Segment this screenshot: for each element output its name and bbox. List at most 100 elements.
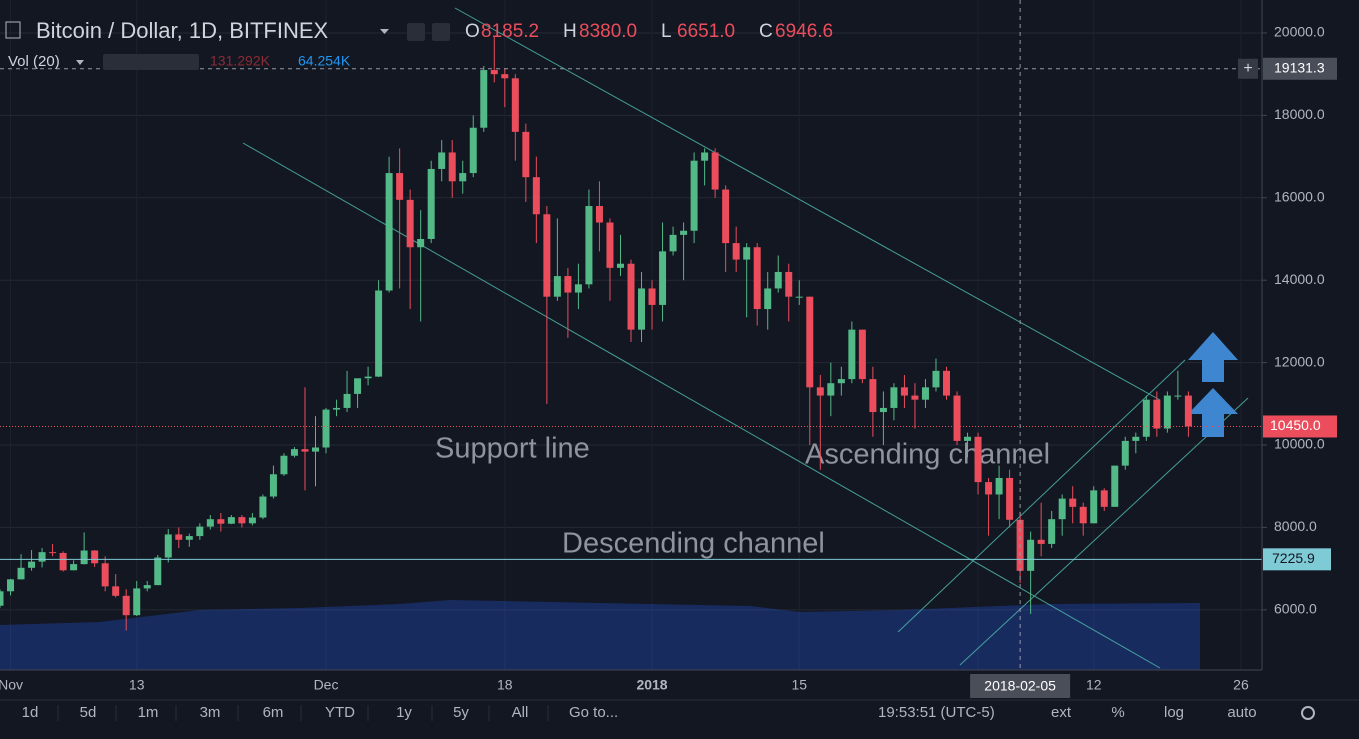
candle-body [385, 173, 393, 291]
range-button[interactable]: YTD [325, 704, 355, 721]
candle-body [732, 243, 740, 260]
candle-body [375, 290, 383, 377]
trend-lines [242, 7, 1249, 669]
candle-body [49, 552, 57, 554]
candle-body [511, 78, 519, 132]
crosshair-plus[interactable] [1238, 58, 1258, 79]
price-tag-label: 10450.0 [1270, 417, 1321, 433]
range-button[interactable]: 1y [396, 704, 412, 721]
volume-ma-value: 64.254K [298, 53, 351, 69]
candles [0, 37, 1192, 631]
candle-body [648, 288, 656, 305]
x-tick-label: 13 [129, 677, 145, 693]
candle-body [806, 296, 814, 388]
y-tick-label: 6000.0 [1274, 601, 1317, 617]
settings-button[interactable] [407, 23, 425, 41]
icon [5, 21, 21, 39]
legend-key: C [759, 21, 773, 42]
candle-body [595, 206, 603, 223]
dropdown[interactable] [380, 29, 389, 34]
candle-body [396, 173, 404, 200]
candle-body [164, 534, 172, 558]
settings-icon[interactable] [1301, 706, 1315, 720]
volume-ma-area [0, 600, 1200, 670]
candle-body [1142, 399, 1150, 437]
candle-body [175, 534, 183, 540]
candle-body [122, 595, 130, 616]
volume-buttons[interactable] [103, 54, 199, 70]
candle-body [858, 329, 866, 380]
candle-body [827, 383, 835, 396]
candle-body [1048, 519, 1056, 544]
range-button[interactable]: 3m [200, 704, 221, 721]
candle-body [301, 449, 309, 452]
y-tick-label: 12000.0 [1274, 353, 1325, 369]
candle-body [269, 474, 277, 497]
candle-body [722, 189, 730, 244]
candle-body [70, 564, 78, 571]
candle-body [1184, 395, 1192, 427]
candle-body [711, 152, 719, 190]
candle-body [848, 329, 856, 380]
y-tick-label: 16000.0 [1274, 188, 1325, 204]
candle-body [932, 370, 940, 388]
candle-body [354, 378, 362, 394]
option-button[interactable]: % [1111, 704, 1124, 721]
volume-label: Vol (20) [8, 53, 60, 70]
x-tick-label: 2018 [636, 677, 667, 693]
range-button[interactable]: 1d [22, 704, 39, 721]
annotation: Ascending channel [805, 439, 1050, 471]
candle-body [448, 152, 456, 182]
option-button[interactable]: ext [1051, 704, 1072, 721]
candle-body [7, 579, 15, 592]
goto-button[interactable]: Go to... [569, 704, 618, 721]
y-tick-label: 20000.0 [1274, 24, 1325, 40]
candle-body [196, 526, 204, 537]
dropdown[interactable] [76, 60, 84, 65]
y-tick-label: 14000.0 [1274, 271, 1325, 287]
annotation: Descending channel [562, 528, 825, 560]
candle-body [1058, 498, 1066, 520]
candle-body [280, 455, 288, 475]
ascending-lower [959, 397, 1249, 666]
legend-key: H [563, 21, 577, 42]
candle-body [248, 517, 256, 524]
range-button[interactable]: 1m [138, 704, 159, 721]
option-button[interactable]: log [1164, 704, 1184, 721]
candle-body [1121, 440, 1129, 466]
candle-body [553, 276, 561, 297]
candle-body [659, 251, 667, 305]
range-button[interactable]: All [512, 704, 529, 721]
header: Bitcoin / Dollar, 1D, BITFINEX O 8185.2 H 8… [5, 18, 833, 70]
settings-button[interactable] [432, 23, 450, 41]
candle-body [774, 271, 782, 289]
candle-body [59, 552, 67, 571]
candle-body [1090, 490, 1098, 524]
option-button[interactable]: auto [1227, 704, 1256, 721]
ascending-upper [897, 359, 1186, 633]
x-tick-label: 15 [791, 677, 807, 693]
up-arrow [1188, 388, 1238, 437]
candle-body [406, 199, 414, 248]
candle-body [680, 230, 688, 235]
candle-body [785, 271, 793, 297]
candle-body [80, 550, 88, 565]
candle-body [1006, 477, 1014, 520]
candle-body [522, 131, 530, 178]
range-button[interactable]: 6m [263, 704, 284, 721]
candle-body [837, 379, 845, 384]
range-button[interactable]: 5y [453, 704, 469, 721]
arrows [1188, 332, 1238, 437]
candle-body [227, 517, 235, 524]
candle-body [764, 288, 772, 310]
candle-body [690, 160, 698, 231]
candle-body [753, 247, 761, 310]
candle-body [743, 247, 751, 260]
price-tag-label: 19131.3 [1274, 59, 1325, 75]
range-button[interactable]: 5d [80, 704, 97, 721]
candle-body [490, 70, 498, 75]
candle-body [1027, 539, 1035, 571]
candle-body [669, 234, 677, 252]
